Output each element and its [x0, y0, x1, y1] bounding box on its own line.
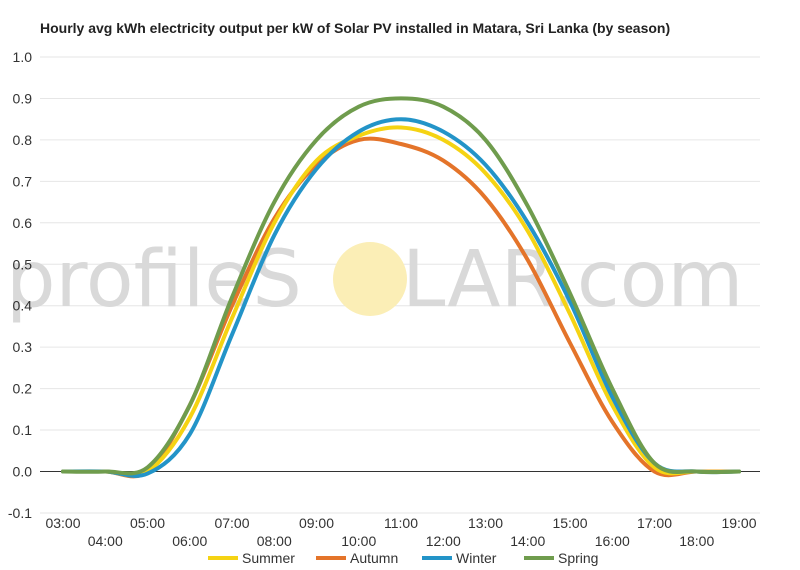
legend-label: Summer	[242, 550, 295, 566]
x-tick-label: 09:00	[299, 515, 334, 531]
y-tick-label: 0.3	[13, 339, 33, 355]
watermark: profileS LAR.com	[6, 235, 743, 325]
y-tick-label: 0.4	[13, 298, 33, 314]
x-tick-label: 18:00	[679, 533, 714, 549]
watermark-sun	[333, 242, 407, 316]
x-tick-label: 03:00	[45, 515, 80, 531]
legend-label: Autumn	[350, 550, 398, 566]
x-tick-label: 04:00	[88, 533, 123, 549]
y-tick-label: 0.1	[13, 422, 33, 438]
x-tick-label: 11:00	[384, 515, 418, 531]
x-tick-label: 16:00	[595, 533, 630, 549]
x-tick-label: 06:00	[172, 533, 207, 549]
series-line-spring	[61, 96, 741, 476]
y-tick-label: 0.5	[13, 256, 33, 272]
y-tick-label: 0.6	[13, 215, 33, 231]
y-tick-label: -0.1	[8, 505, 32, 521]
y-tick-label: 0.0	[13, 464, 33, 480]
series-line-summer	[61, 125, 741, 478]
legend-label: Winter	[456, 550, 497, 566]
x-tick-label: 07:00	[214, 515, 249, 531]
x-tick-label: 14:00	[510, 533, 545, 549]
legend-item-winter[interactable]: Winter	[422, 550, 497, 566]
x-tick-label: 12:00	[426, 533, 461, 549]
legend-item-autumn[interactable]: Autumn	[316, 550, 398, 566]
y-tick-label: 0.8	[13, 132, 33, 148]
x-tick-label: 08:00	[257, 533, 292, 549]
legend-label: Spring	[558, 550, 598, 566]
x-tick-label: 10:00	[341, 533, 376, 549]
y-tick-label: 1.0	[13, 49, 33, 65]
y-axis-ticks: 1.0 0.9 0.8 0.7 0.6 0.5 0.4 0.3 0.2 0.1 0.0 -0.1	[8, 49, 32, 521]
x-tick-label: 19:00	[721, 515, 756, 531]
legend-item-spring[interactable]: Spring	[524, 550, 598, 566]
x-tick-label: 15:00	[552, 515, 587, 531]
legend-item-summer[interactable]: Summer	[208, 550, 295, 566]
y-tick-label: 0.9	[13, 90, 33, 106]
y-tick-label: 0.7	[13, 173, 33, 189]
chart-title: Hourly avg kWh electricity output per kW…	[40, 20, 670, 36]
x-tick-label: 13:00	[468, 515, 503, 531]
y-tick-label: 0.2	[13, 381, 33, 397]
x-tick-label: 05:00	[130, 515, 165, 531]
series-lines	[61, 96, 741, 479]
series-line-winter	[61, 117, 741, 478]
legend[interactable]: Summer Autumn Winter Spring	[208, 550, 598, 566]
x-tick-label: 17:00	[637, 515, 672, 531]
x-axis-ticks: 03:00 04:00 05:00 06:00 07:00 08:00 09:00 10:00…	[45, 515, 756, 549]
